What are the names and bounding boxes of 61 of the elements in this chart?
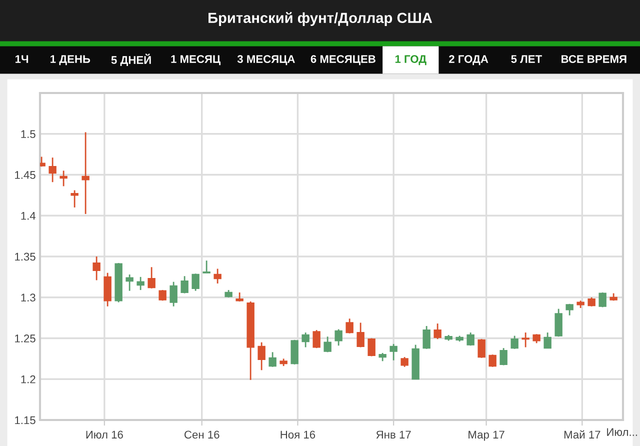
candlestick bbox=[400, 356, 408, 368]
y-tick-label: 1.2 bbox=[21, 375, 36, 384]
text: 1 ДЕНЬ bbox=[50, 55, 90, 66]
candlestick bbox=[324, 336, 332, 353]
candlestick bbox=[214, 268, 222, 284]
x-tick-label: Янв 17 bbox=[376, 430, 411, 438]
text: 2 ГОДА bbox=[449, 55, 488, 66]
candlestick bbox=[170, 281, 178, 308]
text: 1 МЕСЯЦ bbox=[171, 55, 220, 66]
candlestick bbox=[82, 132, 90, 215]
candlestick bbox=[334, 328, 342, 346]
y-tick-label: 1.4 bbox=[21, 212, 36, 220]
y-tick-label: 1.25 bbox=[15, 334, 36, 342]
candlestick bbox=[126, 274, 134, 292]
candlestick bbox=[268, 351, 276, 368]
candlestick bbox=[544, 332, 552, 349]
text: 3 МЕСЯЦА bbox=[237, 55, 295, 66]
candlestick bbox=[148, 266, 156, 290]
candlestick bbox=[136, 276, 144, 291]
candlestick bbox=[466, 332, 474, 346]
x-tick-label: Июл 16 bbox=[86, 430, 123, 439]
y-tick-label: 1.5 bbox=[21, 130, 36, 138]
text: 6 МЕСЯЦЕВ bbox=[310, 55, 376, 66]
candlestick bbox=[434, 322, 442, 340]
candlestick bbox=[104, 272, 112, 308]
text: 5 ДНЕЙ bbox=[111, 54, 151, 66]
text: Июл... bbox=[607, 428, 637, 436]
candlestick bbox=[478, 338, 486, 359]
y-tick-label: 1.45 bbox=[15, 171, 36, 179]
candlestick bbox=[390, 343, 398, 362]
x-tick-label: Сен 16 bbox=[184, 430, 220, 439]
candlestick bbox=[510, 335, 518, 350]
candlestick bbox=[290, 339, 298, 366]
candlestick bbox=[422, 325, 430, 350]
y-tick-label: 1.15 bbox=[15, 416, 36, 424]
text: 5 ЛЕТ bbox=[511, 55, 542, 63]
candlestick bbox=[500, 347, 508, 366]
candlestick bbox=[356, 322, 364, 348]
candlestick bbox=[70, 190, 78, 208]
candlestick bbox=[346, 318, 354, 334]
candlestick bbox=[488, 354, 496, 368]
candlestick bbox=[202, 260, 210, 274]
text: ВСЕ ВРЕМЯ bbox=[562, 55, 626, 63]
chart-title: Британский фунт/Доллар США bbox=[208, 12, 432, 26]
x-tick-label: Ноя 16 bbox=[280, 430, 316, 439]
candlestick bbox=[192, 272, 200, 292]
candlestick bbox=[302, 332, 310, 348]
candlestick bbox=[258, 342, 266, 371]
candlestick bbox=[60, 170, 68, 187]
candlestick bbox=[180, 275, 188, 294]
text: 1Ч bbox=[16, 55, 28, 63]
candlestick bbox=[312, 329, 320, 349]
x-tick-label: Май 17 bbox=[564, 430, 600, 439]
x-tick-label: Мар 17 bbox=[468, 430, 504, 441]
candlestick bbox=[522, 332, 530, 348]
candlestick bbox=[48, 156, 56, 183]
y-tick-label: 1.3 bbox=[21, 294, 36, 302]
y-tick-label: 1.35 bbox=[15, 252, 36, 261]
candlestick bbox=[92, 256, 100, 281]
text: 1 ГОД bbox=[395, 55, 426, 66]
candlestick bbox=[554, 308, 562, 338]
